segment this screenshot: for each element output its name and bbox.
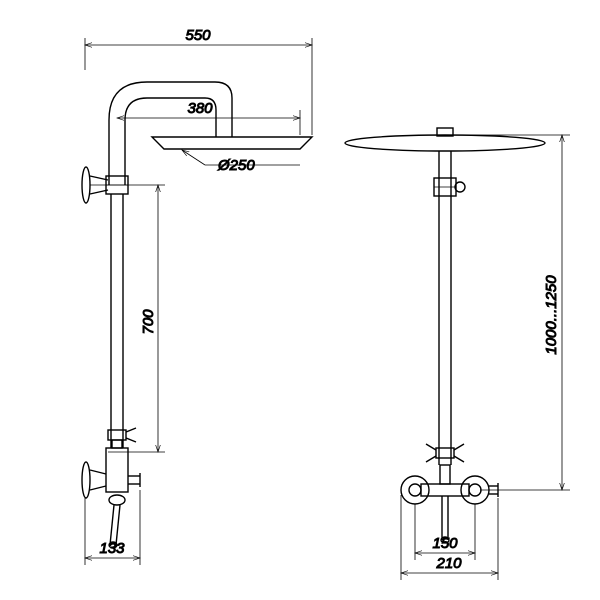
dimension-210-label: 210 <box>435 555 462 572</box>
dimension-380-label: 380 <box>187 100 213 117</box>
shower-head-right <box>345 128 545 151</box>
dimension-550: 550 <box>85 27 312 135</box>
dimension-700: 700 <box>90 185 165 452</box>
riser-pipe-left <box>111 194 123 448</box>
dimension-133-label: 133 <box>99 540 125 557</box>
dimension-700-label: 700 <box>140 309 157 335</box>
mixer-valve-right <box>401 465 498 543</box>
dimension-380: 380 <box>117 100 300 135</box>
shower-head-left: Ø250 <box>152 137 312 174</box>
dimension-133: 133 <box>85 490 140 565</box>
dimension-height: 1000...1250 <box>452 135 570 490</box>
shower-dimension-drawing: 550 380 Ø250 <box>0 0 600 600</box>
dimension-height-label: 1000...1250 <box>543 275 560 355</box>
shower-arm-left <box>109 82 232 185</box>
diverter-right <box>426 444 464 462</box>
dimension-150: 150 <box>415 504 475 560</box>
left-view: 550 380 Ø250 <box>82 27 312 565</box>
mixer-valve-left <box>82 440 140 548</box>
dimension-550-label: 550 <box>185 27 211 44</box>
dimension-150-label: 150 <box>432 535 458 552</box>
dimension-diameter-label: Ø250 <box>217 157 255 174</box>
riser-pipe-right <box>439 151 451 465</box>
right-view: 1000...1250 <box>345 128 570 580</box>
